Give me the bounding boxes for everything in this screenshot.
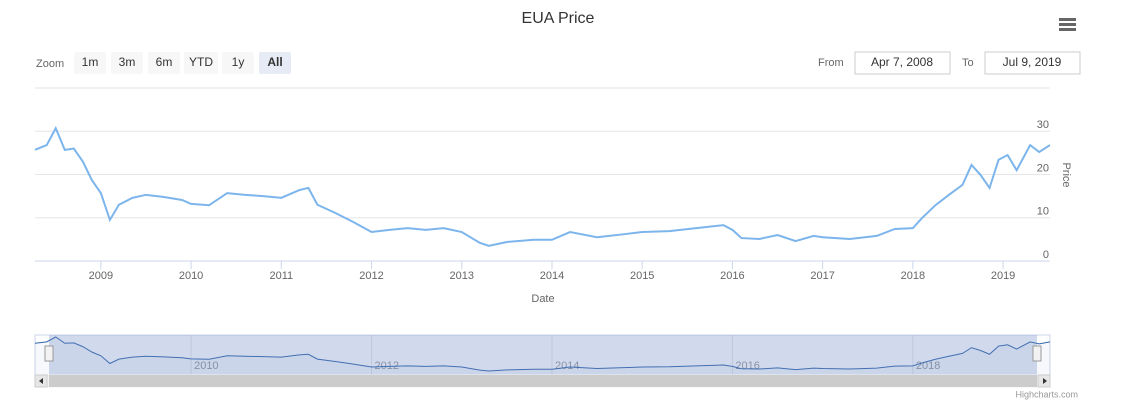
zoom-label: Zoom (36, 58, 64, 70)
navigator-tick-label: 2010 (194, 360, 218, 372)
x-tick-label: 2016 (720, 270, 744, 282)
range-button[interactable] (111, 52, 143, 74)
from-label: From (818, 57, 844, 69)
x-tick-label: 2013 (450, 270, 474, 282)
x-tick-label: 2017 (810, 270, 834, 282)
menu-bar (1059, 23, 1076, 26)
navigator-area (35, 337, 1050, 375)
y-tick-label: 10 (1037, 206, 1049, 218)
x-tick-label: 2018 (901, 270, 925, 282)
range-button-label: 1y (232, 55, 245, 69)
range-button-label: YTD (189, 55, 213, 69)
range-button[interactable] (222, 52, 254, 74)
range-button[interactable] (74, 52, 106, 74)
scrollbar-arrow (39, 378, 43, 384)
to-input[interactable] (984, 51, 1081, 75)
x-tick-label: 2014 (540, 270, 564, 282)
credits: Highcharts.com (1015, 389, 1078, 399)
menu-button[interactable] (1059, 18, 1076, 31)
price-line (34, 125, 1051, 247)
range-button-label: 6m (156, 55, 173, 69)
range-button[interactable] (184, 52, 218, 74)
navigator-line (34, 336, 1051, 372)
to-date: Jul 9, 2019 (1003, 55, 1062, 69)
range-button[interactable] (259, 52, 291, 74)
x-axis-title: Date (531, 293, 554, 305)
x-tick-label: 2015 (630, 270, 654, 282)
x-tick-label: 2010 (179, 270, 203, 282)
navigator-tick-label: 2014 (555, 360, 579, 372)
x-tick-label: 2012 (359, 270, 383, 282)
y-axis-title: Price (1060, 162, 1072, 187)
from-input[interactable] (854, 51, 951, 75)
range-button[interactable] (148, 52, 180, 74)
x-tick-label: 2019 (991, 270, 1015, 282)
range-button-label: All (267, 55, 282, 69)
navigator-handle[interactable] (1032, 345, 1042, 362)
scrollbar-arrow (1043, 378, 1047, 384)
scrollbar-thumb[interactable] (49, 375, 1037, 387)
y-tick-label: 30 (1037, 119, 1049, 131)
range-button-label: 1m (82, 55, 99, 69)
menu-bar (1059, 18, 1076, 21)
navigator-tick-label: 2012 (375, 360, 399, 372)
range-button-label: 3m (119, 55, 136, 69)
from-date: Apr 7, 2008 (871, 55, 933, 69)
navigator-handle[interactable] (44, 345, 54, 362)
y-tick-label: 0 (1043, 249, 1049, 261)
navigator-selection (49, 335, 1037, 375)
y-tick-label: 20 (1037, 162, 1049, 174)
menu-bar (1059, 28, 1076, 31)
x-tick-label: 2009 (89, 270, 113, 282)
chart-title: EUA Price (522, 10, 595, 27)
x-tick-label: 2011 (269, 270, 293, 282)
to-label: To (962, 57, 974, 69)
